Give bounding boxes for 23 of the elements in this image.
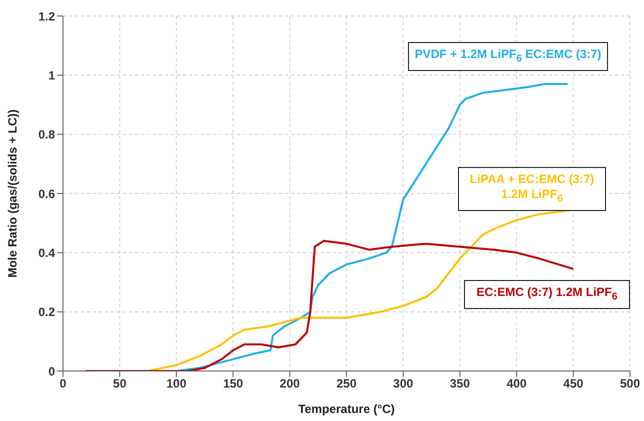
x-tick-label: 450 <box>563 376 584 391</box>
x-axis-title: Temperature (°C) <box>298 402 395 416</box>
text: PVDF + 1.2M LiPF$_{6}$ EC:EMC (3:7) <box>408 42 608 72</box>
x-tick-label: 250 <box>336 376 357 391</box>
x-tick-label: 200 <box>280 376 300 391</box>
series-label: LiPAA + EC:EMC (3:7) 1.2M LiPF$_{6}$ <box>458 167 606 212</box>
y-tick-label: 0.2 <box>38 305 56 320</box>
y-tick-label: 1.2 <box>38 9 56 24</box>
x-tick-label: 350 <box>450 376 470 391</box>
x-tick-label: 300 <box>393 376 414 391</box>
y-tick-label: 0.6 <box>38 186 56 201</box>
y-tick-label: 0.8 <box>38 128 56 142</box>
x-tick-label: 150 <box>223 376 244 391</box>
x-tick-label: 500 <box>620 376 640 391</box>
x-tick-label: 50 <box>113 376 127 391</box>
x-tick-label: 0 <box>60 376 67 391</box>
y-tick-label: 0.4 <box>38 246 56 260</box>
x-tick-label: 400 <box>506 376 527 391</box>
y-axis-title: Mole Ratio (gas/(solids + LC)) <box>5 109 20 278</box>
y-tick-label: 1 <box>48 68 56 82</box>
x-tick-label: 100 <box>166 376 187 391</box>
y-tick-label: 0 <box>48 364 56 378</box>
text: EC:EMC (3:7) 1.2M LiPF$_{6}$ <box>464 280 630 310</box>
